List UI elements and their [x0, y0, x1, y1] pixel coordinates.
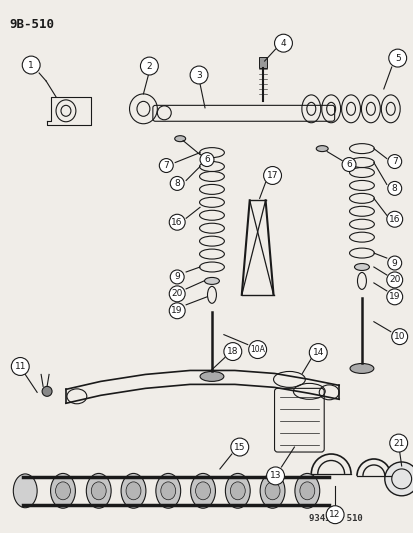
- Circle shape: [384, 462, 413, 496]
- Circle shape: [387, 256, 401, 270]
- Ellipse shape: [174, 136, 185, 142]
- Circle shape: [22, 56, 40, 74]
- Text: 6: 6: [204, 155, 209, 164]
- Circle shape: [169, 303, 185, 319]
- Text: 19: 19: [388, 292, 399, 301]
- Text: 13: 13: [269, 471, 280, 480]
- Circle shape: [170, 270, 184, 284]
- Ellipse shape: [195, 482, 210, 500]
- Text: 20: 20: [171, 289, 183, 298]
- Text: 5: 5: [394, 54, 400, 62]
- Circle shape: [274, 34, 292, 52]
- Ellipse shape: [299, 482, 314, 500]
- Ellipse shape: [264, 482, 279, 500]
- Circle shape: [325, 506, 343, 523]
- Text: 18: 18: [226, 347, 238, 356]
- Text: 11: 11: [14, 362, 26, 371]
- Text: 9B-510: 9B-510: [9, 18, 54, 31]
- Text: 3: 3: [196, 70, 202, 79]
- Text: 21: 21: [392, 439, 404, 448]
- Circle shape: [159, 158, 173, 173]
- Circle shape: [42, 386, 52, 397]
- Circle shape: [199, 152, 214, 166]
- Circle shape: [386, 211, 402, 227]
- Text: 9: 9: [391, 259, 396, 268]
- Ellipse shape: [155, 473, 180, 508]
- Circle shape: [386, 289, 402, 305]
- Text: 19: 19: [171, 306, 183, 315]
- Circle shape: [140, 57, 158, 75]
- Circle shape: [223, 343, 241, 360]
- Circle shape: [389, 434, 407, 452]
- Circle shape: [169, 286, 185, 302]
- Circle shape: [388, 49, 406, 67]
- Ellipse shape: [50, 473, 75, 508]
- Text: 6: 6: [345, 160, 351, 169]
- Circle shape: [387, 181, 401, 196]
- Text: 8: 8: [391, 184, 396, 193]
- Ellipse shape: [13, 474, 37, 508]
- Text: 7: 7: [391, 157, 396, 166]
- Ellipse shape: [225, 473, 249, 508]
- Text: 4: 4: [280, 39, 286, 47]
- Text: 1: 1: [28, 61, 34, 69]
- Circle shape: [391, 329, 407, 345]
- Ellipse shape: [126, 482, 140, 500]
- Ellipse shape: [349, 364, 373, 374]
- Ellipse shape: [199, 372, 223, 382]
- Text: 12: 12: [329, 510, 340, 519]
- Text: 14: 14: [312, 348, 323, 357]
- Text: 10A: 10A: [249, 345, 264, 354]
- Text: 15: 15: [233, 442, 245, 451]
- Ellipse shape: [294, 473, 319, 508]
- Text: 16: 16: [388, 215, 399, 224]
- Ellipse shape: [230, 482, 244, 500]
- Ellipse shape: [121, 473, 145, 508]
- Text: 10: 10: [393, 332, 404, 341]
- Circle shape: [263, 166, 281, 184]
- Text: 93456  510: 93456 510: [309, 514, 362, 523]
- Ellipse shape: [354, 263, 368, 270]
- Text: 2: 2: [146, 61, 152, 70]
- Circle shape: [341, 158, 355, 172]
- Circle shape: [266, 467, 284, 485]
- Circle shape: [230, 438, 248, 456]
- Circle shape: [309, 344, 326, 361]
- Ellipse shape: [160, 482, 175, 500]
- Ellipse shape: [91, 482, 106, 500]
- Circle shape: [387, 155, 401, 168]
- Ellipse shape: [190, 473, 215, 508]
- Circle shape: [386, 272, 402, 288]
- Ellipse shape: [55, 482, 70, 500]
- Bar: [258, 57, 266, 68]
- Circle shape: [190, 66, 207, 84]
- Circle shape: [248, 341, 266, 359]
- Ellipse shape: [259, 473, 284, 508]
- Circle shape: [170, 176, 184, 190]
- Circle shape: [11, 358, 29, 375]
- Ellipse shape: [204, 278, 219, 285]
- Ellipse shape: [316, 146, 328, 151]
- Text: 8: 8: [174, 179, 180, 188]
- Text: 9: 9: [174, 272, 180, 281]
- Text: 7: 7: [163, 161, 169, 170]
- Text: 20: 20: [388, 276, 399, 285]
- Text: 16: 16: [171, 218, 183, 227]
- Text: 17: 17: [266, 171, 278, 180]
- Ellipse shape: [86, 473, 111, 508]
- Circle shape: [169, 214, 185, 230]
